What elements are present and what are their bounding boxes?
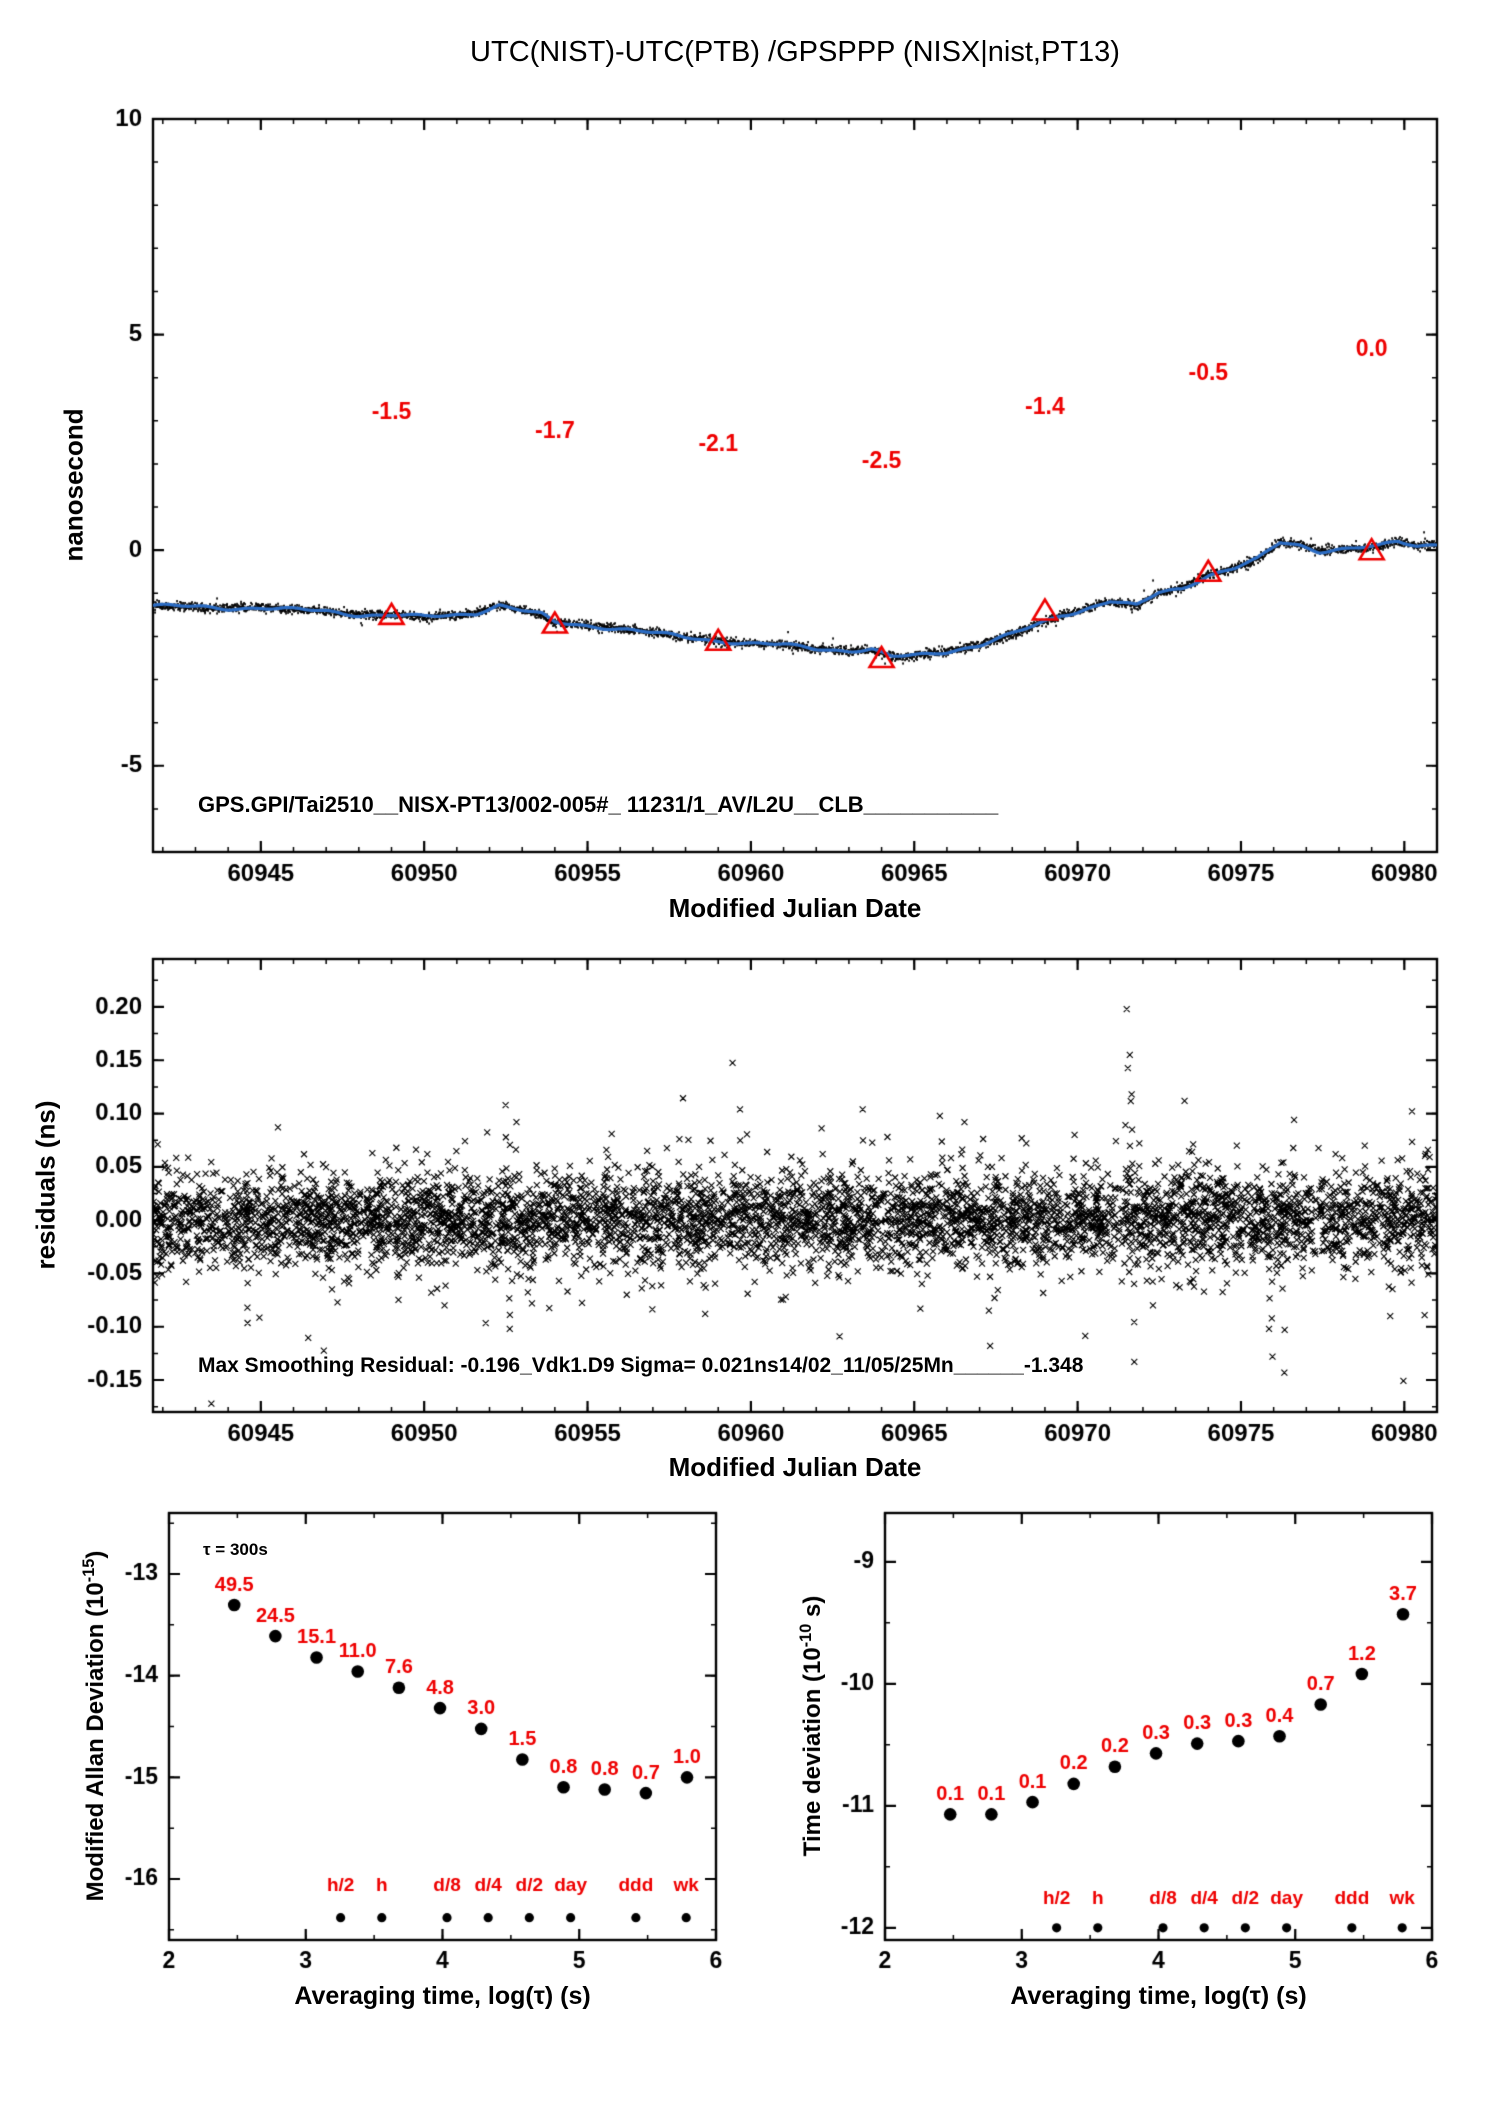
mdev-y-axis-title-text: Modified Allan Deviation (10 bbox=[82, 1582, 109, 1902]
tdev-y-axis-exponent: -10 bbox=[797, 1623, 815, 1648]
tau-note: τ = 300s bbox=[203, 1540, 268, 1559]
residuals-annotation: Max Smoothing Residual: -0.196_Vdk1.D9 S… bbox=[198, 1354, 1084, 1377]
residuals-x-axis-title: Modified Julian Date bbox=[668, 1452, 922, 1482]
mdev-y-axis-title: Modified Allan Deviation (10-15) bbox=[80, 1551, 110, 1902]
tdev-y-axis-title-text: Time deviation (10 bbox=[799, 1647, 826, 1857]
mdev-y-axis-exponent: -15 bbox=[80, 1558, 98, 1583]
mdev-y-axis-title-close: ) bbox=[82, 1550, 109, 1559]
tdev-y-axis-title-close: s) bbox=[799, 1595, 826, 1624]
mdev-x-axis-title: Averaging time, log(τ) (s) bbox=[294, 1982, 591, 2010]
phase-annotation: GPS.GPI/Tai2510__NISX-PT13/002-005#_ 112… bbox=[198, 792, 999, 817]
phase-x-axis-title: Modified Julian Date bbox=[668, 893, 922, 923]
page-title: UTC(NIST)-UTC(PTB) /GPSPPP (NISX|nist,PT… bbox=[470, 36, 1120, 68]
residuals-y-axis-title: residuals (ns) bbox=[30, 1100, 61, 1270]
phase-y-axis-title: nanosecond bbox=[58, 408, 89, 562]
tdev-x-axis-title: Averaging time, log(τ) (s) bbox=[1010, 1982, 1307, 2010]
tdev-y-axis-title: Time deviation (10-10 s) bbox=[797, 1596, 827, 1857]
